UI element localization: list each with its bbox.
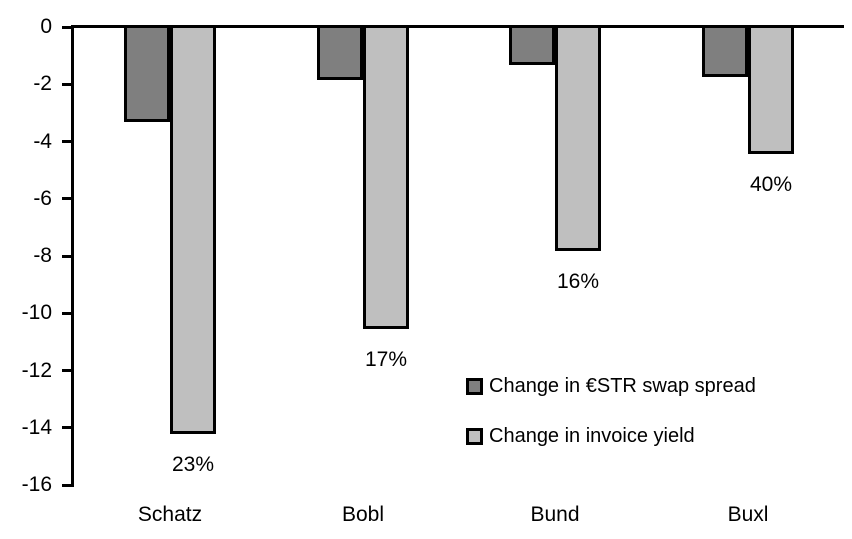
y-tick-mark — [62, 197, 71, 200]
bar-value-label: 17% — [364, 348, 408, 371]
bar-swap-spread-bund — [509, 25, 555, 65]
bar-invoice-yield-buxl — [748, 25, 794, 154]
y-tick-label: -2 — [33, 72, 52, 95]
legend-item-swap-spread: Change in €STR swap spread — [466, 374, 756, 398]
y-tick-mark — [62, 484, 71, 487]
legend-label-invoice-yield: Change in invoice yield — [489, 424, 695, 447]
y-tick-mark — [62, 312, 71, 315]
x-category-label-bund: Bund — [530, 503, 580, 526]
bar-invoice-yield-bobl — [363, 25, 409, 329]
bar-value-label: 16% — [556, 270, 600, 293]
legend-item-invoice-yield: Change in invoice yield — [466, 424, 756, 448]
legend: Change in €STR swap spread Change in inv… — [466, 374, 756, 474]
x-category-label-buxl: Buxl — [727, 503, 769, 526]
bar-swap-spread-bobl — [317, 25, 363, 80]
y-tick-label: -4 — [33, 130, 52, 153]
y-tick-mark — [62, 369, 71, 372]
y-tick-label: -12 — [21, 359, 52, 382]
y-tick-mark — [62, 140, 71, 143]
bar-invoice-yield-schatz — [170, 25, 216, 434]
y-tick-mark — [62, 255, 71, 258]
y-tick-label: -10 — [21, 301, 52, 324]
bar-invoice-yield-bund — [555, 25, 601, 251]
x-category-label-schatz: Schatz — [137, 503, 203, 526]
bar-value-label: 40% — [749, 173, 793, 196]
y-tick-label: -14 — [21, 416, 52, 439]
y-tick-mark — [62, 83, 71, 86]
y-tick-mark — [62, 26, 71, 29]
bar-swap-spread-schatz — [124, 25, 170, 122]
y-tick-label: -8 — [33, 244, 52, 267]
legend-swatch-swap-spread-icon — [466, 377, 483, 395]
y-tick-label: 0 — [40, 15, 52, 38]
y-tick-label: -16 — [21, 473, 52, 496]
legend-label-swap-spread: Change in €STR swap spread — [489, 374, 756, 397]
y-tick-label: -6 — [33, 187, 52, 210]
bar-value-label: 23% — [171, 453, 215, 476]
zero-axis-line — [71, 25, 844, 28]
y-tick-mark — [62, 426, 71, 429]
y-axis-line — [71, 25, 74, 487]
bar-swap-spread-buxl — [702, 25, 748, 77]
x-category-label-bobl: Bobl — [341, 503, 385, 526]
legend-swatch-invoice-yield-icon — [466, 427, 483, 445]
